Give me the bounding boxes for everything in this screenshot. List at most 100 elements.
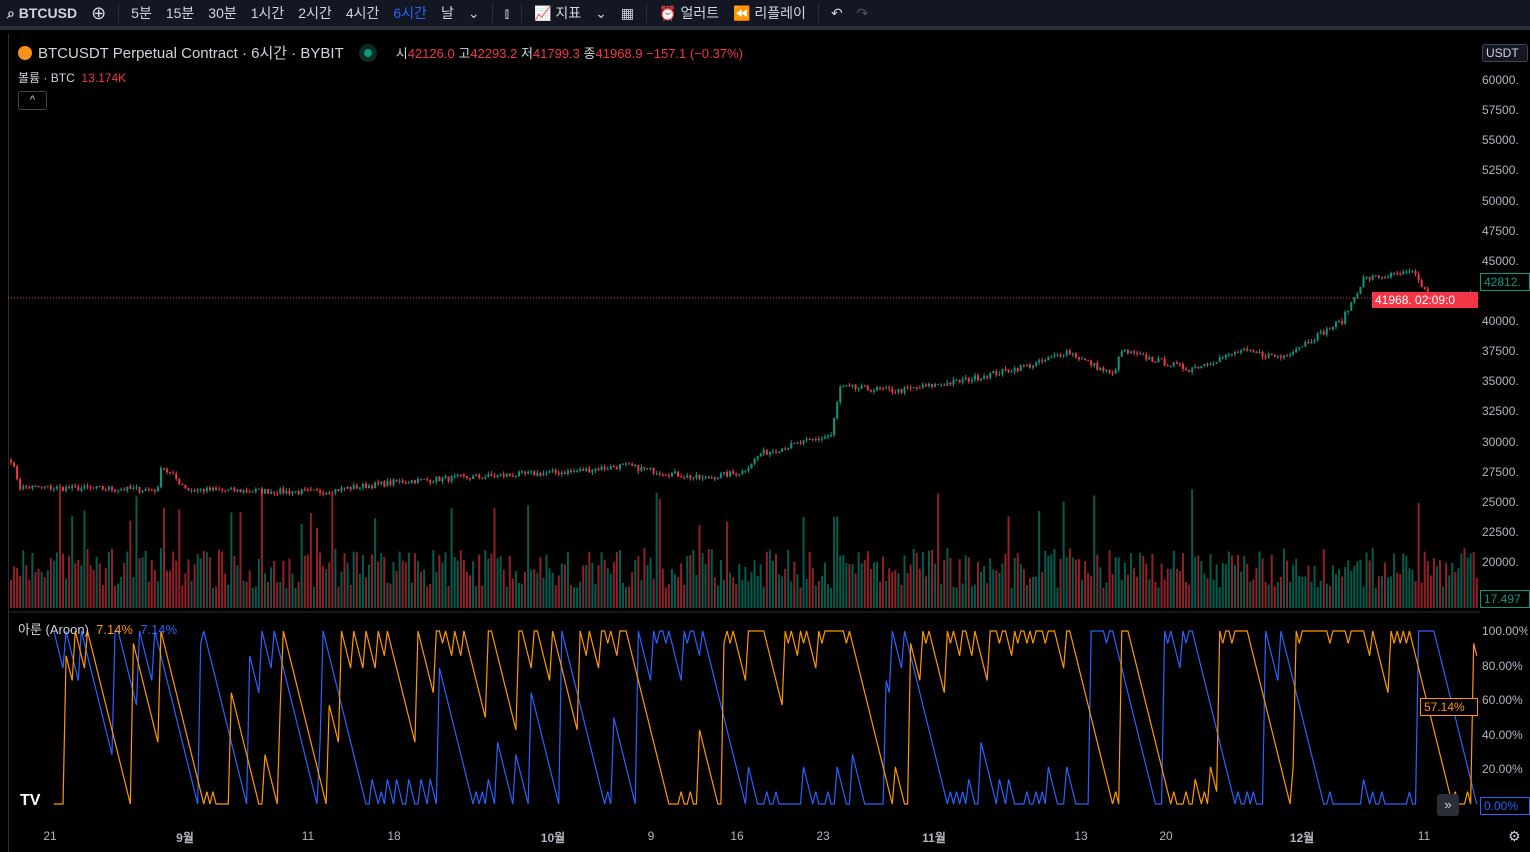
redo-icon[interactable]: ↷ [856,4,869,21]
alert-button[interactable]: ⏰ 얼러트 [659,5,720,21]
candle-body [184,484,187,489]
candle-body [970,379,973,382]
indicators-chevron-icon[interactable]: ⌄ [595,4,607,21]
volume-bar [377,561,380,608]
volume-bar [753,559,756,608]
volume-bar [918,568,921,608]
volume-bar [465,571,468,608]
candle-body [729,471,732,477]
candle-body [502,474,505,477]
volume-bar [637,556,640,608]
volume-bar [1065,557,1068,608]
interval-1h[interactable]: 1시간 [250,5,285,21]
candle-body [349,487,352,490]
candle-body [230,487,233,490]
symbol-title[interactable]: BTCUSDT Perpetual Contract · 6시간 · BYBIT [38,45,344,62]
candle-body [159,468,162,488]
candle-body [1142,353,1145,355]
interval-30m[interactable]: 30분 [208,5,237,21]
volume-bar [582,565,585,608]
volume-bar [438,555,441,608]
volume-bar [205,552,208,608]
symbol-search[interactable]: ⌕ BTCUSD [7,4,78,21]
volume-bar [447,586,450,608]
collapse-legend-button[interactable]: ^ [18,91,47,110]
volume-bar [554,585,557,608]
undo-icon[interactable]: ↶ [830,4,843,21]
candle-body [1405,271,1408,273]
price-axis-label: 30000. [1482,434,1519,449]
indicators-button[interactable]: 📈 지표 [534,5,582,21]
volume-bar [1408,568,1411,608]
scroll-to-latest-button[interactable]: » [1437,794,1459,816]
volume-bar [875,561,878,608]
volume-bar [184,573,187,608]
volume-bar [814,585,817,608]
candle-body [1025,364,1028,367]
chart-settings-icon[interactable]: ⚙ [1508,828,1521,844]
price-axis-label: 40000. [1482,314,1519,328]
volume-bar [1123,562,1126,608]
volume-bar [181,585,184,608]
candle-body [597,468,600,471]
volume-bar [955,587,958,608]
interval-2h[interactable]: 2시간 [298,5,332,21]
add-symbol-button[interactable]: ⊕ [91,2,107,23]
candle-type-icon[interactable]: ⫾ [504,4,510,21]
volume-bar [481,585,484,608]
volume-bar [279,582,282,608]
candle-body [692,477,695,479]
volume-bar [285,587,288,608]
candle-body [992,371,995,374]
volume-bar [986,583,989,608]
candle-body [187,488,190,491]
layouts-icon[interactable]: ▦ [620,4,635,21]
candle-body [781,448,784,452]
volume-bar [215,586,218,608]
volume-bar [1111,573,1114,608]
volume-bar [1209,554,1212,608]
candle-body [420,478,423,480]
volume-bar [28,579,31,608]
candle-body [490,474,493,476]
volume-bar [325,569,328,608]
volume-bar [1090,576,1093,608]
candle-body [866,385,869,390]
candle-body [346,487,349,489]
time-axis-label: 11월 [922,831,946,845]
interval-1d[interactable]: 날 [440,5,454,21]
volume-bar [343,553,346,608]
currency-selector[interactable]: USDT [1482,44,1528,62]
candle-body [719,473,722,478]
volume-bar [833,517,836,608]
volume-bar [735,584,738,608]
volume-bar [765,551,768,608]
candle-body [573,470,576,472]
candle-body [511,475,514,477]
candle-body [135,487,138,489]
volume-bar [1383,562,1386,608]
candle-body [732,471,735,474]
volume-bar [208,557,211,608]
candle-body [1393,272,1396,274]
interval-4h[interactable]: 4시간 [345,5,380,21]
bitcoin-logo-icon [18,45,32,60]
replay-button[interactable]: ⏪ 리플레이 [733,5,806,21]
candle-body [462,475,465,477]
candle-body [175,473,178,479]
interval-dropdown-chevron-icon[interactable]: ⌄ [467,4,480,21]
volume-tag: 17.497 [1480,590,1530,608]
candle-body [1013,367,1016,372]
tradingview-logo: TV [20,792,41,809]
chart-area[interactable] [8,34,1530,852]
volume-bar [1194,556,1197,608]
volume-bar [254,586,257,608]
interval-15m[interactable]: 15분 [165,5,195,21]
candle-body [334,489,337,494]
interval-6h[interactable]: 6시간 [393,5,427,21]
interval-5m[interactable]: 5분 [131,5,152,21]
candle-body [931,383,934,387]
volume-bar [340,571,343,608]
candle-body [1286,355,1289,357]
